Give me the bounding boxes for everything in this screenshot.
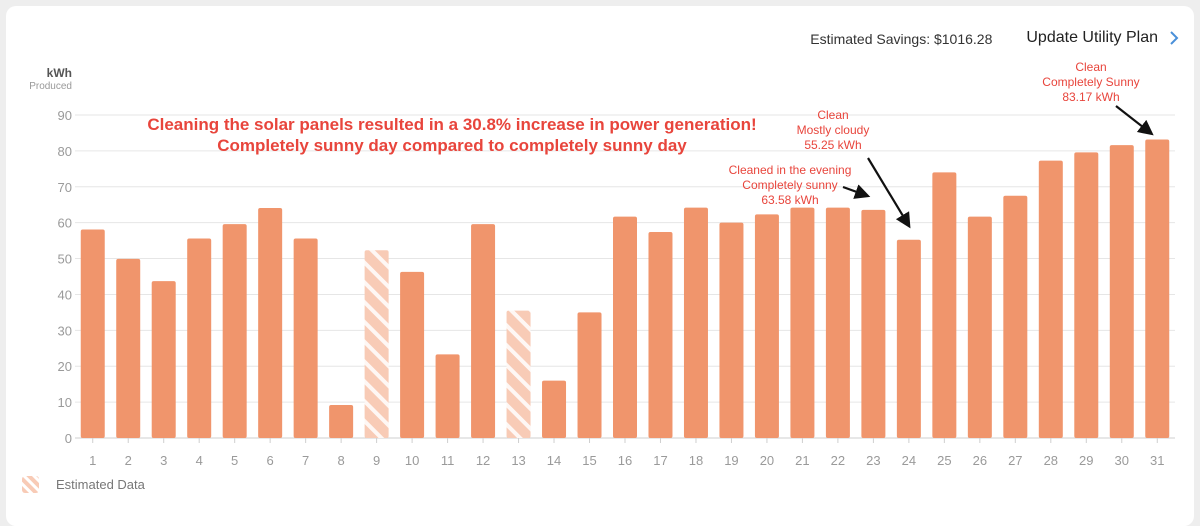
chart-legend: Estimated Data: [22, 476, 145, 493]
update-utility-plan-link[interactable]: Update Utility Plan: [1026, 29, 1180, 47]
bar: [648, 231, 673, 438]
bar: [896, 239, 921, 438]
bar: [683, 207, 708, 438]
bar: [116, 258, 141, 438]
y-tick-label: 90: [58, 108, 72, 123]
bar: [719, 222, 744, 438]
y-tick-label: 50: [58, 252, 72, 267]
update-utility-plan-label: Update Utility Plan: [1026, 28, 1158, 46]
bar: [1145, 139, 1170, 438]
x-tick-label: 13: [511, 453, 525, 468]
x-tick-label: 19: [724, 453, 738, 468]
annotation-text: Clean: [1075, 60, 1106, 74]
bar: [151, 281, 176, 438]
headline-line: Cleaning the solar panels resulted in a …: [147, 115, 756, 134]
annotation-text: Clean: [817, 108, 848, 122]
x-tick-label: 11: [441, 453, 455, 468]
x-tick-label: 10: [405, 453, 419, 468]
x-tick-label: 20: [760, 453, 774, 468]
bar: [613, 216, 637, 438]
annotation-text: 55.25 kWh: [804, 138, 861, 152]
y-tick-label: 30: [58, 323, 72, 338]
chevron-right-icon: [1170, 30, 1179, 45]
bar: [1038, 160, 1063, 438]
x-tick-label: 9: [373, 453, 380, 468]
bar: [471, 224, 496, 438]
annotation-text: 63.58 kWh: [761, 193, 818, 207]
x-tick-label: 2: [125, 453, 132, 468]
bar: [577, 312, 602, 438]
annotation-arrow: [842, 184, 871, 199]
x-tick-label: 29: [1079, 453, 1093, 468]
y-tick-label: 20: [58, 359, 72, 374]
y-tick-label: 80: [58, 144, 72, 159]
x-tick-label: 25: [937, 453, 951, 468]
x-tick-label: 28: [1044, 453, 1058, 468]
x-tick-label: 23: [866, 453, 880, 468]
x-tick-label: 18: [689, 453, 703, 468]
annotation-text: 83.17 kWh: [1062, 90, 1119, 104]
y-tick-label: 10: [58, 395, 72, 410]
bar: [932, 172, 957, 438]
x-tick-label: 30: [1115, 453, 1129, 468]
bar: [258, 207, 283, 438]
hatched-square-icon: [22, 476, 39, 493]
bar: [542, 380, 567, 438]
annotation-arrow: [867, 157, 911, 229]
bar: [967, 216, 992, 438]
estimated-savings: Estimated Savings: $1016.28: [810, 31, 993, 47]
x-tick-label: 1: [89, 453, 96, 468]
annotation-text: Completely sunny: [742, 178, 837, 192]
y-axis-label: kWh: [47, 66, 72, 80]
bar: [754, 214, 779, 438]
x-tick-label: 21: [795, 453, 809, 468]
bar: [435, 354, 460, 438]
x-tick-label: 17: [653, 453, 667, 468]
card-header: Estimated Savings: $1016.28 Update Utili…: [810, 28, 1180, 47]
x-tick-label: 31: [1150, 453, 1164, 468]
x-tick-label: 12: [476, 453, 490, 468]
annotation-arrow: [1115, 105, 1154, 136]
x-tick-label: 27: [1008, 453, 1022, 468]
x-tick-label: 8: [338, 453, 345, 468]
x-tick-label: 22: [831, 453, 845, 468]
x-tick-label: 7: [302, 453, 309, 468]
x-tick-label: 16: [618, 453, 632, 468]
x-tick-label: 3: [160, 453, 167, 468]
x-tick-label: 5: [231, 453, 238, 468]
x-tick-label: 14: [547, 453, 561, 468]
x-tick-label: 6: [267, 453, 274, 468]
bar: [293, 238, 318, 438]
annotation-text: Completely Sunny: [1042, 75, 1139, 89]
bar: [329, 404, 354, 438]
legend-estimated-label: Estimated Data: [56, 477, 145, 492]
x-tick-label: 4: [196, 453, 203, 468]
y-axis-sublabel: Produced: [29, 81, 72, 92]
x-tick-label: 24: [902, 453, 916, 468]
bar: [80, 229, 105, 438]
annotation-text: Cleaned in the evening: [729, 163, 852, 177]
estimated-bar: [506, 310, 531, 438]
bar: [1003, 195, 1028, 438]
bar: [825, 207, 850, 438]
bar: [1074, 152, 1099, 438]
bar: [1109, 145, 1134, 438]
x-tick-label: 15: [582, 453, 596, 468]
y-tick-label: 70: [58, 180, 72, 195]
bar: [222, 224, 247, 438]
bar: [790, 207, 815, 438]
y-tick-label: 60: [58, 216, 72, 231]
estimated-bar: [364, 250, 389, 438]
y-tick-label: 0: [65, 431, 72, 446]
bar: [861, 209, 886, 438]
bar: [187, 238, 212, 438]
headline-line: Completely sunny day compared to complet…: [217, 136, 687, 155]
bar: [400, 271, 425, 438]
y-tick-label: 40: [58, 287, 72, 302]
x-tick-label: 26: [973, 453, 987, 468]
annotation-text: Mostly cloudy: [797, 123, 870, 137]
